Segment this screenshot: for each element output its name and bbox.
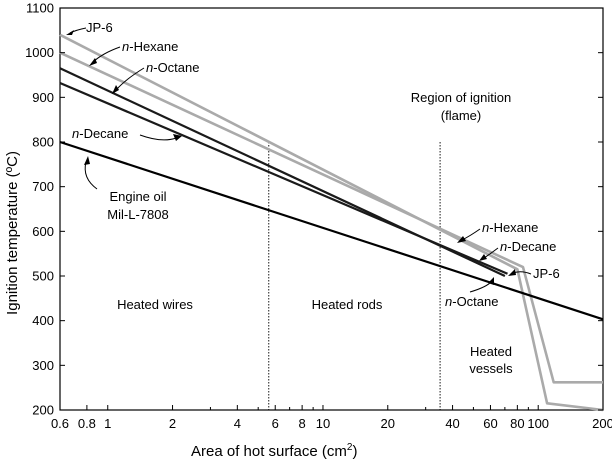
region-label-2: (flame) (441, 108, 481, 123)
arrowhead-hexane-right (457, 236, 466, 243)
decane-label-left: n-Decane (72, 126, 128, 141)
x-tick-label: 8 (299, 416, 306, 431)
y-tick-label: 1100 (26, 1, 54, 16)
arrowhead-engine-left (84, 156, 90, 165)
x-axis-title: Area of hot surface (cm2) (191, 442, 357, 460)
arrow-heads (66, 30, 516, 285)
x-tick-label: 0.6 (51, 416, 69, 431)
heated-wires-label: Heated wires (117, 297, 193, 312)
arrowhead-octane-left (112, 85, 119, 94)
jp6-label-left: JP-6 (86, 20, 113, 35)
arrowhead-decane-right (479, 254, 487, 261)
arrow-engine-left (84, 161, 98, 190)
x-tick-label: 80 (510, 416, 524, 431)
x-tick-label: 1 (104, 416, 111, 431)
series-line-engine-oil-mil-l-7808 (59, 140, 604, 321)
arrowhead-decane-left (173, 134, 182, 141)
y-tick-label: 900 (32, 90, 54, 105)
heated-vessels-label-2: vessels (469, 361, 513, 376)
x-tick-label: 100 (527, 416, 549, 431)
heated-rods-label: Heated rods (312, 297, 383, 312)
series-line-n-decane (59, 81, 508, 275)
heated-vessels-label-1: Heated (470, 344, 512, 359)
region-label-1: Region of ignition (411, 90, 511, 105)
x-tick-label: 2 (169, 416, 176, 431)
arrowhead-octane-right (488, 277, 494, 285)
x-tick-label: 60 (483, 416, 497, 431)
y-tick-label: 300 (32, 358, 54, 373)
y-axis-title: Ignition temperature (ºC) (4, 151, 21, 315)
hexane-label-right: n-Hexane (482, 220, 538, 235)
arrowhead-jp6-left (66, 30, 74, 35)
arrowhead-jp6-right (508, 269, 516, 276)
y-tick-label: 200 (32, 403, 54, 418)
y-tick-label: 400 (32, 313, 54, 328)
ticks-layer: 0.6 0.8 1 2 4 6 8 10 20 40 60 80 100 200 200 300 400 500 6… (25, 1, 612, 432)
leader-arrows (69, 27, 532, 293)
y-tick-label: 800 (32, 135, 54, 150)
series-line-jp-6 (59, 33, 604, 412)
plot-border (59, 7, 604, 411)
y-tick-label: 500 (32, 269, 54, 284)
x-tick-label: 40 (445, 416, 459, 431)
jp6-label-right: JP-6 (533, 266, 560, 281)
arrow-hexane-right (461, 228, 481, 241)
decane-label-right: n-Decane (500, 239, 556, 254)
series-layer (59, 33, 604, 412)
region-dividers (268, 142, 441, 410)
hexane-label-left: n-Hexane (122, 39, 178, 54)
engine-oil-label-2: Mil-L-7808 (107, 207, 168, 222)
plot-frame (59, 7, 604, 411)
x-tick-label: 0.8 (78, 416, 96, 431)
octane-label-right: n-Octane (445, 294, 498, 309)
octane-label-left: n-Octane (146, 60, 199, 75)
x-tick-label: 10 (316, 416, 330, 431)
arrow-decane-left (139, 134, 177, 141)
y-tick-label: 1000 (25, 45, 54, 60)
x-tick-label: 20 (381, 416, 395, 431)
y-tick-label: 600 (32, 224, 54, 239)
x-tick-label: 200 (592, 416, 612, 431)
arrowhead-hexane-left (89, 58, 97, 66)
y-tick-label: 700 (32, 179, 54, 194)
engine-oil-label-1: Engine oil (109, 189, 166, 204)
x-tick-label: 6 (272, 416, 279, 431)
series-line-n-hexane (59, 51, 603, 384)
x-tick-label: 4 (234, 416, 241, 431)
